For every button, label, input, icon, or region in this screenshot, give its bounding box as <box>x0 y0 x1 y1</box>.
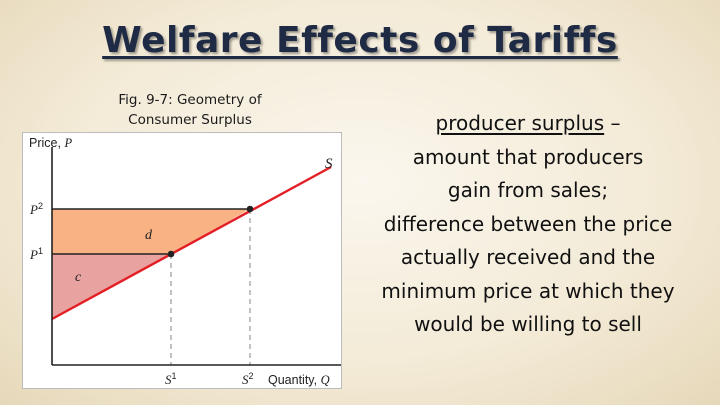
definition-line-6: would be willing to sell <box>414 312 642 336</box>
figure-caption: Fig. 9-7: Geometry of Consumer Surplus <box>80 90 300 130</box>
definition-line-4: actually received and the <box>400 245 656 269</box>
x-axis-label: Quantity, Q <box>268 373 330 387</box>
definition-heading: producer surplus – <box>350 107 706 141</box>
definition-line-3: difference between the price <box>383 211 673 236</box>
producer-surplus-diagram: Price, P Quantity, Q S P2 P1 S1 S2 d c <box>22 132 342 389</box>
point-p1-s1 <box>167 250 175 258</box>
price-label-p1: P1 <box>29 246 43 262</box>
definition-dash: – <box>604 111 621 135</box>
caption-line-2: Consumer Surplus <box>128 112 252 128</box>
point-p2-s2 <box>246 205 254 213</box>
definition-line-5: minimum price at which they <box>381 278 675 303</box>
caption-line-1: Fig. 9-7: Geometry of <box>118 92 262 108</box>
definition-term: producer surplus <box>435 111 605 135</box>
area-label-d: d <box>145 228 153 243</box>
quantity-label-s1: S1 <box>165 371 177 387</box>
definition-text: producer surplus – amount that producers… <box>350 107 706 342</box>
supply-label: S <box>325 156 333 172</box>
area-d <box>52 209 250 254</box>
quantity-label-s2: S2 <box>242 371 254 387</box>
diagram-svg: Price, P Quantity, Q S P2 P1 S1 S2 d c <box>29 136 341 387</box>
definition-line-1: amount that producers <box>412 144 644 169</box>
y-axis-label: Price, P <box>29 136 72 150</box>
price-label-p2: P2 <box>29 201 43 217</box>
slide-title: Welfare Effects of Tariffs <box>102 20 618 61</box>
definition-line-2: gain from sales; <box>447 178 609 202</box>
supply-curve <box>51 165 332 321</box>
area-label-c: c <box>75 270 82 285</box>
